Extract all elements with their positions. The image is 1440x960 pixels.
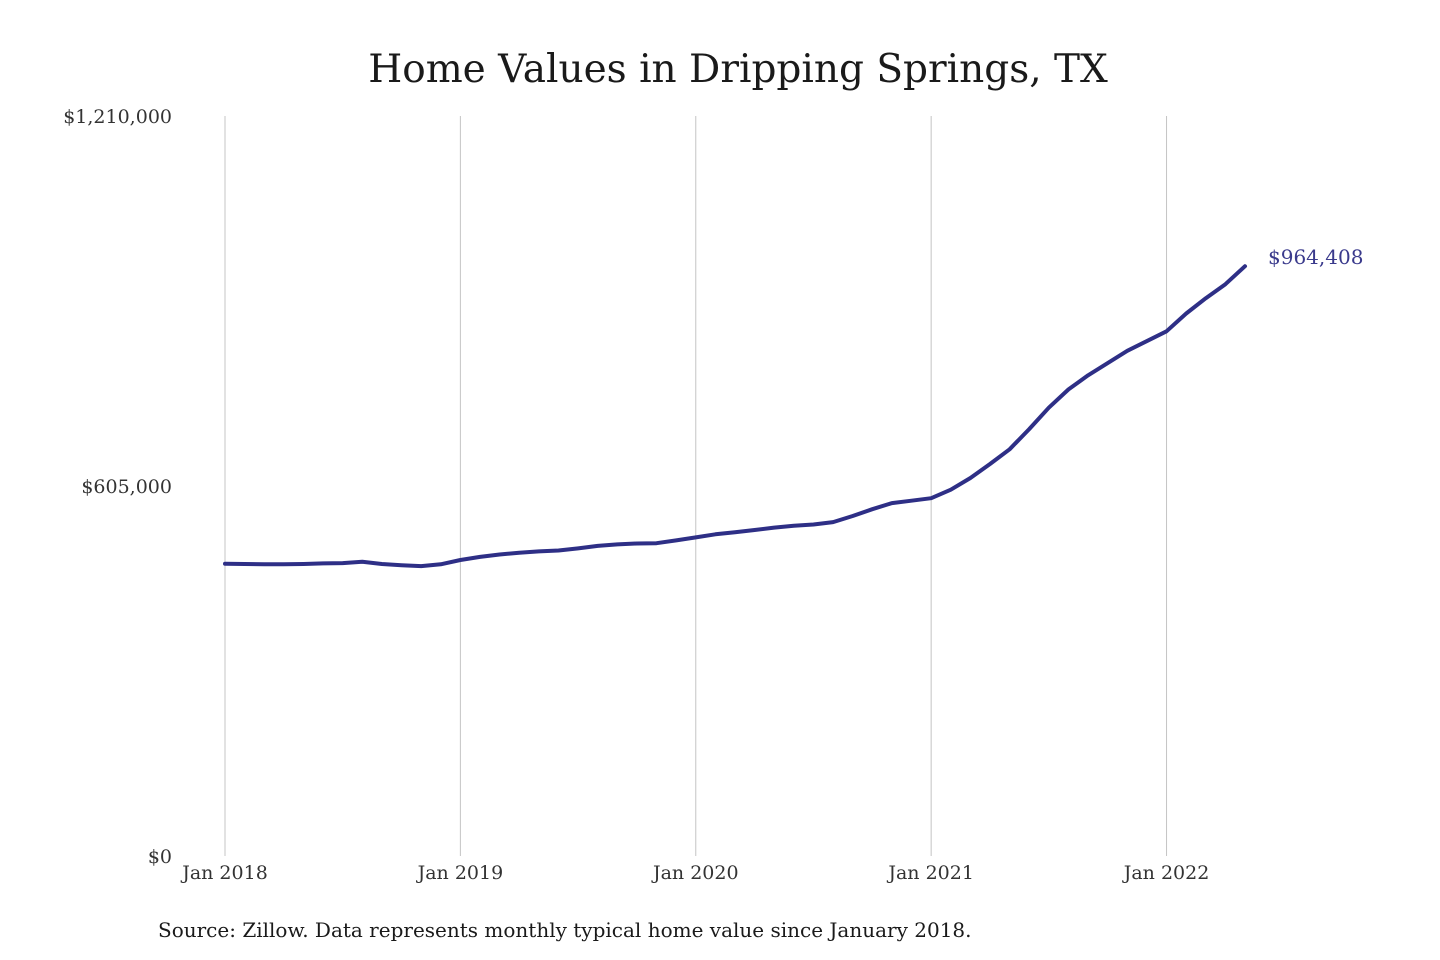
x-tick-label: Jan 2020	[651, 862, 739, 884]
y-tick-label: $0	[148, 846, 172, 868]
series-line	[223, 264, 1247, 569]
x-tick-label: Jan 2018	[180, 862, 268, 884]
y-tick-label: $605,000	[81, 476, 172, 498]
series-layer	[223, 264, 1247, 569]
y-axis: $0 $605,000 $1,210,000	[63, 106, 172, 868]
x-tick-label: Jan 2021	[886, 862, 974, 884]
end-value-label: $964,408	[1268, 245, 1363, 269]
x-axis: Jan 2018 Jan 2019 Jan 2020 Jan 2021 Jan 2022	[180, 862, 1209, 884]
x-tick-label: Jan 2022	[1122, 862, 1210, 884]
x-tick-label: Jan 2019	[416, 862, 504, 884]
source-note: Source: Zillow. Data represents monthly …	[158, 918, 972, 942]
y-tick-label: $1,210,000	[63, 106, 172, 128]
grid	[224, 116, 1168, 856]
chart-title: Home Values in Dripping Springs, TX	[368, 47, 1108, 92]
